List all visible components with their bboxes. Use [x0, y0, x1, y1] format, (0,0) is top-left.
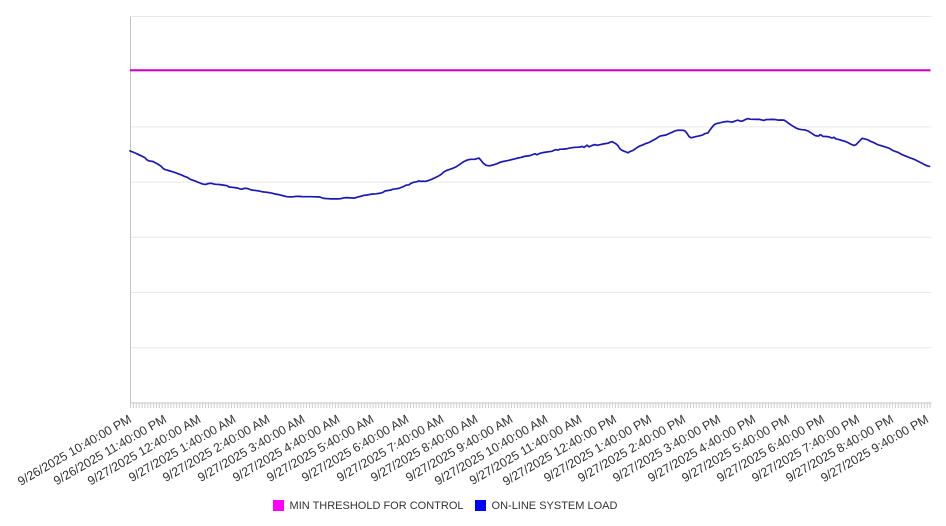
legend-label: MIN THRESHOLD FOR CONTROL — [289, 499, 464, 512]
legend-swatch-blue-icon — [474, 499, 487, 512]
legend-item-min-threshold-for-control[interactable]: MIN THRESHOLD FOR CONTROL — [272, 499, 464, 512]
chart-legend: MIN THRESHOLD FOR CONTROL ON-LINE SYSTEM… — [0, 500, 918, 512]
series-line-online-system-load — [129, 117, 931, 200]
legend-item-online-system-load[interactable]: ON-LINE SYSTEM LOAD — [474, 499, 618, 512]
legend-swatch-magenta-icon — [272, 499, 285, 512]
legend-label: ON-LINE SYSTEM LOAD — [491, 499, 618, 512]
